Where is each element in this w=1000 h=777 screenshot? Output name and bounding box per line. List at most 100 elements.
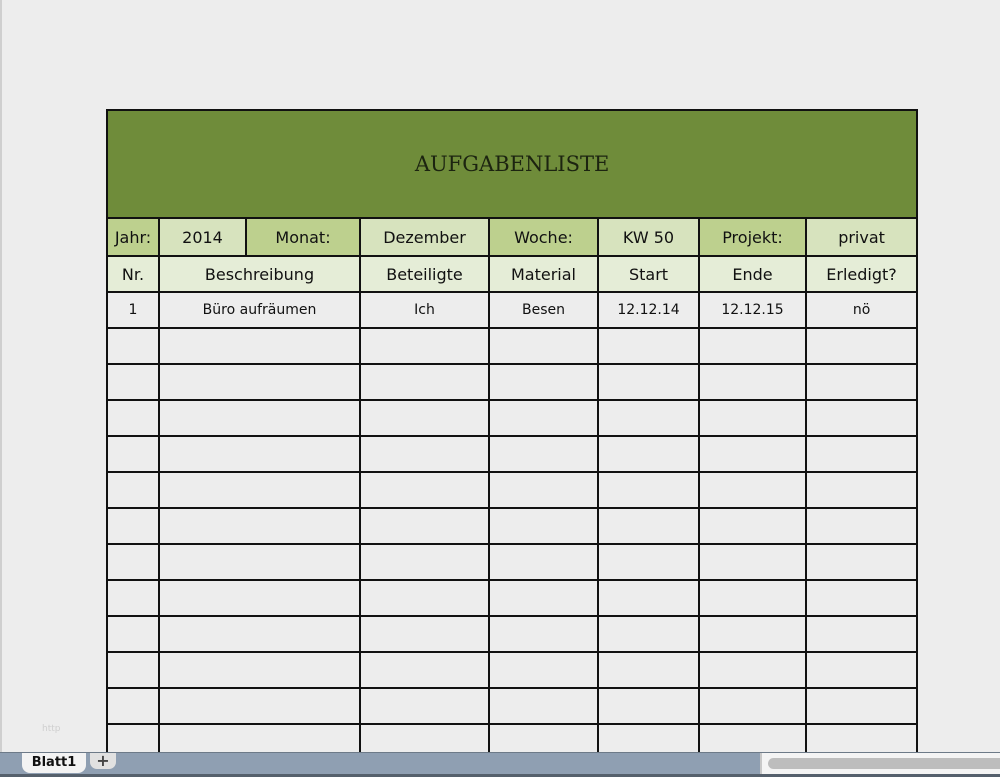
- empty-cell[interactable]: [804, 615, 919, 653]
- empty-cell[interactable]: [804, 723, 919, 752]
- empty-cell[interactable]: [597, 471, 700, 509]
- header-beschreibung[interactable]: Beschreibung: [158, 255, 361, 293]
- empty-cell[interactable]: [804, 687, 919, 725]
- empty-cell[interactable]: [359, 651, 490, 689]
- empty-cell[interactable]: [597, 543, 700, 581]
- week-label[interactable]: Woche:: [488, 217, 599, 257]
- empty-cell[interactable]: [804, 651, 919, 689]
- empty-cell[interactable]: [698, 327, 807, 365]
- header-ende[interactable]: Ende: [698, 255, 807, 293]
- sheet-tab-blatt1[interactable]: Blatt1: [22, 753, 86, 773]
- empty-cell[interactable]: [158, 723, 361, 752]
- empty-cell[interactable]: [359, 579, 490, 617]
- empty-cell[interactable]: [106, 327, 160, 365]
- empty-cell[interactable]: [597, 651, 700, 689]
- empty-cell[interactable]: [359, 723, 490, 752]
- project-value[interactable]: privat: [804, 217, 919, 257]
- empty-cell[interactable]: [359, 399, 490, 437]
- empty-cell[interactable]: [488, 723, 599, 752]
- empty-cell[interactable]: [488, 327, 599, 365]
- header-nr[interactable]: Nr.: [106, 255, 160, 293]
- week-value[interactable]: KW 50: [597, 217, 700, 257]
- horizontal-scrollbar[interactable]: [760, 753, 1000, 774]
- year-label[interactable]: Jahr:: [106, 217, 160, 257]
- empty-cell[interactable]: [804, 507, 919, 545]
- empty-cell[interactable]: [106, 615, 160, 653]
- empty-cell[interactable]: [597, 723, 700, 752]
- header-beteiligte[interactable]: Beteiligte: [359, 255, 490, 293]
- empty-cell[interactable]: [698, 363, 807, 401]
- empty-cell[interactable]: [488, 615, 599, 653]
- empty-cell[interactable]: [106, 651, 160, 689]
- empty-cell[interactable]: [597, 399, 700, 437]
- title-cell[interactable]: AUFGABENLISTE: [105, 109, 919, 219]
- empty-cell[interactable]: [698, 687, 807, 725]
- empty-cell[interactable]: [804, 327, 919, 365]
- empty-cell[interactable]: [359, 363, 490, 401]
- empty-cell[interactable]: [106, 435, 160, 473]
- empty-cell[interactable]: [488, 471, 599, 509]
- cell-erledigt[interactable]: nö: [804, 291, 919, 329]
- project-label[interactable]: Projekt:: [698, 217, 807, 257]
- empty-cell[interactable]: [488, 579, 599, 617]
- empty-cell[interactable]: [359, 507, 490, 545]
- empty-cell[interactable]: [158, 507, 361, 545]
- empty-cell[interactable]: [359, 543, 490, 581]
- empty-cell[interactable]: [158, 651, 361, 689]
- empty-cell[interactable]: [158, 399, 361, 437]
- empty-cell[interactable]: [359, 471, 490, 509]
- empty-cell[interactable]: [488, 543, 599, 581]
- empty-cell[interactable]: [597, 579, 700, 617]
- empty-cell[interactable]: [359, 687, 490, 725]
- empty-cell[interactable]: [804, 471, 919, 509]
- empty-cell[interactable]: [597, 687, 700, 725]
- empty-cell[interactable]: [698, 723, 807, 752]
- empty-cell[interactable]: [106, 507, 160, 545]
- empty-cell[interactable]: [106, 399, 160, 437]
- empty-cell[interactable]: [698, 651, 807, 689]
- empty-cell[interactable]: [106, 687, 160, 725]
- empty-cell[interactable]: [804, 363, 919, 401]
- empty-cell[interactable]: [359, 327, 490, 365]
- year-value[interactable]: 2014: [158, 217, 247, 257]
- empty-cell[interactable]: [106, 723, 160, 752]
- cell-start[interactable]: 12.12.14: [597, 291, 700, 329]
- empty-cell[interactable]: [597, 363, 700, 401]
- empty-cell[interactable]: [804, 579, 919, 617]
- empty-cell[interactable]: [488, 507, 599, 545]
- month-value[interactable]: Dezember: [359, 217, 490, 257]
- month-label[interactable]: Monat:: [245, 217, 361, 257]
- empty-cell[interactable]: [106, 579, 160, 617]
- empty-cell[interactable]: [158, 471, 361, 509]
- empty-cell[interactable]: [597, 435, 700, 473]
- empty-cell[interactable]: [158, 687, 361, 725]
- empty-cell[interactable]: [359, 435, 490, 473]
- empty-cell[interactable]: [158, 327, 361, 365]
- empty-cell[interactable]: [597, 507, 700, 545]
- empty-cell[interactable]: [804, 543, 919, 581]
- empty-cell[interactable]: [698, 543, 807, 581]
- empty-cell[interactable]: [698, 471, 807, 509]
- empty-cell[interactable]: [158, 435, 361, 473]
- empty-cell[interactable]: [488, 363, 599, 401]
- header-start[interactable]: Start: [597, 255, 700, 293]
- empty-cell[interactable]: [106, 471, 160, 509]
- empty-cell[interactable]: [488, 399, 599, 437]
- cell-material[interactable]: Besen: [488, 291, 599, 329]
- cell-beteiligte[interactable]: Ich: [359, 291, 490, 329]
- empty-cell[interactable]: [804, 435, 919, 473]
- empty-cell[interactable]: [488, 687, 599, 725]
- cell-nr[interactable]: 1: [106, 291, 160, 329]
- empty-cell[interactable]: [106, 363, 160, 401]
- empty-cell[interactable]: [158, 363, 361, 401]
- empty-cell[interactable]: [698, 507, 807, 545]
- empty-cell[interactable]: [804, 399, 919, 437]
- empty-cell[interactable]: [488, 651, 599, 689]
- empty-cell[interactable]: [158, 543, 361, 581]
- empty-cell[interactable]: [597, 327, 700, 365]
- empty-cell[interactable]: [698, 399, 807, 437]
- cell-ende[interactable]: 12.12.15: [698, 291, 807, 329]
- cell-beschreibung[interactable]: Büro aufräumen: [158, 291, 361, 329]
- empty-cell[interactable]: [597, 615, 700, 653]
- scrollbar-thumb[interactable]: [768, 758, 1000, 769]
